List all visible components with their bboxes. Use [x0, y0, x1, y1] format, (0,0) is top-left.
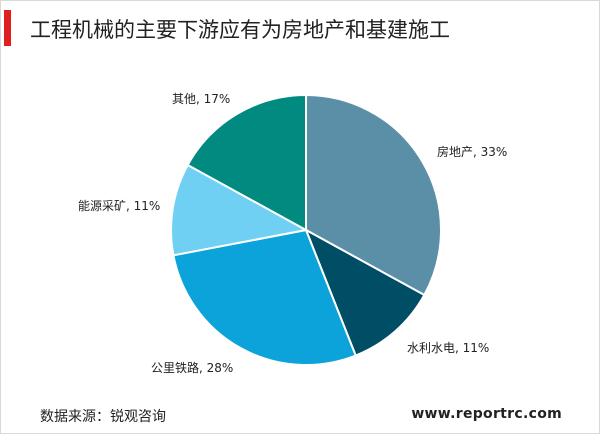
pie-slice-2: [304, 227, 426, 357]
pie-labels: 房地产, 33% 水利水电, 11% 公里铁路, 28% 能源采矿, 11% 其他, 1…: [78, 92, 507, 375]
slice-label-4: 能源采矿, 11%: [78, 199, 160, 213]
pie-slice-1: [305, 93, 442, 297]
pie-slice-5: [186, 93, 307, 232]
slice-label-1: 房地产, 33%: [437, 144, 507, 159]
slice-label-2: 水利水电, 11%: [407, 341, 489, 355]
slice-label-3: 公里铁路, 28%: [151, 360, 233, 375]
chart-title: 工程机械的主要下游应有为房地产和基建施工: [30, 18, 450, 42]
pie-slice-4: [170, 163, 309, 257]
website-url: www.reportrc.com: [411, 406, 562, 422]
pie-slice-3: [172, 228, 357, 366]
title-accent-bar: [4, 10, 11, 46]
slice-label-5: 其他, 17%: [172, 92, 230, 106]
pie-slices: [170, 93, 442, 366]
pie-chart: 房地产, 33% 水利水电, 11% 公里铁路, 28% 能源采矿, 11% 其他, 1…: [0, 50, 600, 390]
pie-chart-svg: 房地产, 33% 水利水电, 11% 公里铁路, 28% 能源采矿, 11% 其他, 1…: [78, 92, 507, 375]
data-source: 数据来源：锐观咨询: [40, 409, 166, 425]
